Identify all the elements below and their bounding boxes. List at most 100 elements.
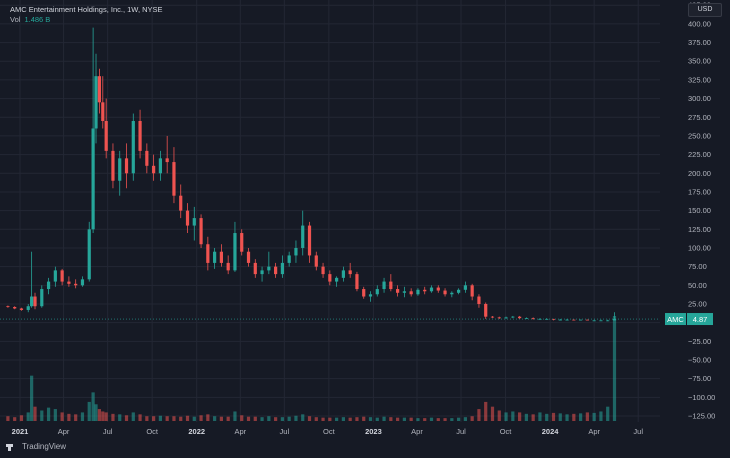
candle-body xyxy=(274,266,278,275)
x-tick-label: Apr xyxy=(411,427,423,436)
y-tick-label: 250.00 xyxy=(688,131,711,140)
candle-body xyxy=(579,319,583,321)
x-tick-label: Jul xyxy=(633,427,643,436)
y-axis[interactable]: 425.00400.00375.00350.00325.00300.00275.… xyxy=(688,1,715,421)
chart-grid xyxy=(0,0,660,422)
vol-value: 1.486 B xyxy=(24,15,51,24)
volume-bar xyxy=(382,416,386,421)
candle-body xyxy=(179,195,183,211)
candle-body xyxy=(389,281,393,290)
candle-body xyxy=(355,274,359,290)
volume-bar xyxy=(450,418,454,421)
volume-bar xyxy=(179,416,183,421)
candle-body xyxy=(30,296,34,307)
candle-body xyxy=(348,270,352,275)
last-price-label: AMC 4.87 xyxy=(665,313,713,326)
volume-bar xyxy=(484,401,488,421)
candle-body xyxy=(240,233,244,252)
tradingview-logo[interactable]: TradingView xyxy=(6,442,66,451)
volume-bar xyxy=(348,417,352,421)
candle-body xyxy=(145,150,149,166)
candle-body xyxy=(33,296,37,307)
candle-body xyxy=(484,303,488,317)
candle-body xyxy=(101,102,105,121)
volume-bar xyxy=(599,411,603,421)
volume-bar xyxy=(94,404,98,421)
x-tick-label: Oct xyxy=(146,427,159,436)
y-tick-label: −50.00 xyxy=(688,356,711,365)
candle-body xyxy=(396,289,400,293)
candle-body xyxy=(226,262,230,271)
candle-body xyxy=(558,319,562,321)
candlesticks xyxy=(6,27,617,322)
candle-body xyxy=(551,318,556,320)
tradingview-icon xyxy=(6,443,18,451)
volume-bar xyxy=(511,411,515,421)
volume-bar xyxy=(246,416,251,421)
volume-bar xyxy=(118,414,122,421)
volume-bar xyxy=(294,415,298,421)
x-tick-label: Oct xyxy=(323,427,336,436)
volume-bar xyxy=(172,416,176,421)
candle-body xyxy=(490,316,495,318)
volume-bar xyxy=(74,414,78,421)
y-tick-label: 375.00 xyxy=(688,38,711,47)
volume-bar xyxy=(423,418,427,421)
candle-body xyxy=(457,289,461,293)
y-tick-label: 50.00 xyxy=(688,281,707,290)
last-price-symbol: AMC xyxy=(667,315,684,324)
volume-bar xyxy=(274,417,278,421)
candle-body xyxy=(294,247,298,256)
candle-body xyxy=(19,308,24,310)
candle-body xyxy=(158,158,162,174)
candle-body xyxy=(138,120,142,151)
candle-body xyxy=(335,277,339,282)
x-tick-label: Jul xyxy=(280,427,290,436)
x-axis[interactable]: 2021 Apr Jul Oct 2022 Apr Jul Oct 2023 Apr Jul Oct 2… xyxy=(12,427,644,436)
volume-bar xyxy=(152,416,156,421)
y-tick-label: 150.00 xyxy=(688,206,711,215)
candle-body xyxy=(74,283,78,286)
volume-bar xyxy=(40,410,44,421)
candle-body xyxy=(585,319,589,321)
volume-bar xyxy=(97,409,102,421)
volume-bars xyxy=(6,316,617,421)
volume-bar xyxy=(287,416,291,421)
candle-body xyxy=(301,225,305,248)
volume-bar xyxy=(572,413,576,421)
volume-bar xyxy=(267,416,271,421)
candle-body xyxy=(80,279,85,286)
volume-bar xyxy=(158,415,162,421)
candle-body xyxy=(124,158,129,174)
candle-body xyxy=(341,270,345,278)
candle-body xyxy=(152,165,156,174)
volume-bar xyxy=(124,415,129,421)
candle-body xyxy=(402,291,406,293)
candle-body xyxy=(192,218,196,226)
currency-button[interactable]: USD xyxy=(688,3,722,17)
volume-bar xyxy=(368,417,373,421)
vol-label: Vol xyxy=(10,15,21,24)
candle-body xyxy=(477,296,481,304)
candle-body xyxy=(443,290,447,295)
candle-body xyxy=(206,244,210,263)
volume-bar xyxy=(341,417,345,421)
volume-bar xyxy=(409,417,413,421)
volume-bar xyxy=(558,413,562,421)
candle-body xyxy=(280,262,284,275)
volume-bar xyxy=(375,417,379,421)
y-tick-label: 350.00 xyxy=(688,57,711,66)
volume-bar xyxy=(104,412,108,421)
candle-body xyxy=(409,291,413,295)
volume-bar xyxy=(60,412,64,421)
x-tick-label: Apr xyxy=(588,427,600,436)
volume-bar xyxy=(518,412,522,421)
candle-body xyxy=(111,150,115,181)
volume-bar xyxy=(111,413,115,421)
x-tick-label: 2021 xyxy=(12,427,29,436)
y-tick-label: −100.00 xyxy=(688,393,715,402)
volume-bar xyxy=(199,415,203,421)
candle-body xyxy=(538,318,542,320)
volume-bar xyxy=(579,413,583,421)
